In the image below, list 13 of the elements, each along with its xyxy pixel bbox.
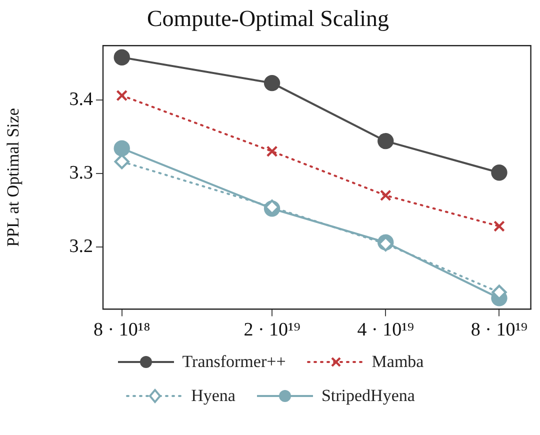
y-tick-label: 3.2 bbox=[69, 236, 93, 257]
y-tick-label: 3.4 bbox=[69, 88, 94, 110]
legend-label: StripedHyena bbox=[321, 386, 415, 406]
legend-label: Hyena bbox=[191, 386, 236, 406]
legend-label: Mamba bbox=[372, 352, 424, 372]
x-tick-label: 8 · 10¹⁸ bbox=[94, 320, 150, 341]
legend-label: Transformer++ bbox=[182, 352, 286, 372]
x-tick-label: 4 · 10¹⁹ bbox=[357, 320, 414, 341]
x-tick-label: 2 · 10¹⁹ bbox=[244, 320, 301, 341]
y-axis-title: PPL at Optimal Size bbox=[4, 108, 23, 247]
x-tick-label: 8 · 10¹⁹ bbox=[470, 320, 528, 341]
y-tick-label: 3.3 bbox=[69, 162, 93, 184]
chart-title: Compute-Optimal Scaling bbox=[146, 6, 390, 31]
